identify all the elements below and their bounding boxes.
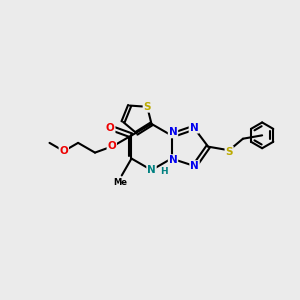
Text: O: O — [106, 123, 115, 133]
Text: N: N — [169, 128, 177, 137]
Text: N: N — [190, 161, 199, 171]
Text: O: O — [59, 146, 68, 156]
Text: H: H — [160, 167, 167, 176]
Text: N: N — [190, 123, 198, 133]
Text: N: N — [169, 155, 177, 165]
Text: Me: Me — [113, 178, 127, 187]
Text: O: O — [107, 141, 116, 151]
Text: N: N — [147, 165, 156, 175]
Text: S: S — [225, 147, 233, 157]
Text: S: S — [143, 102, 151, 112]
